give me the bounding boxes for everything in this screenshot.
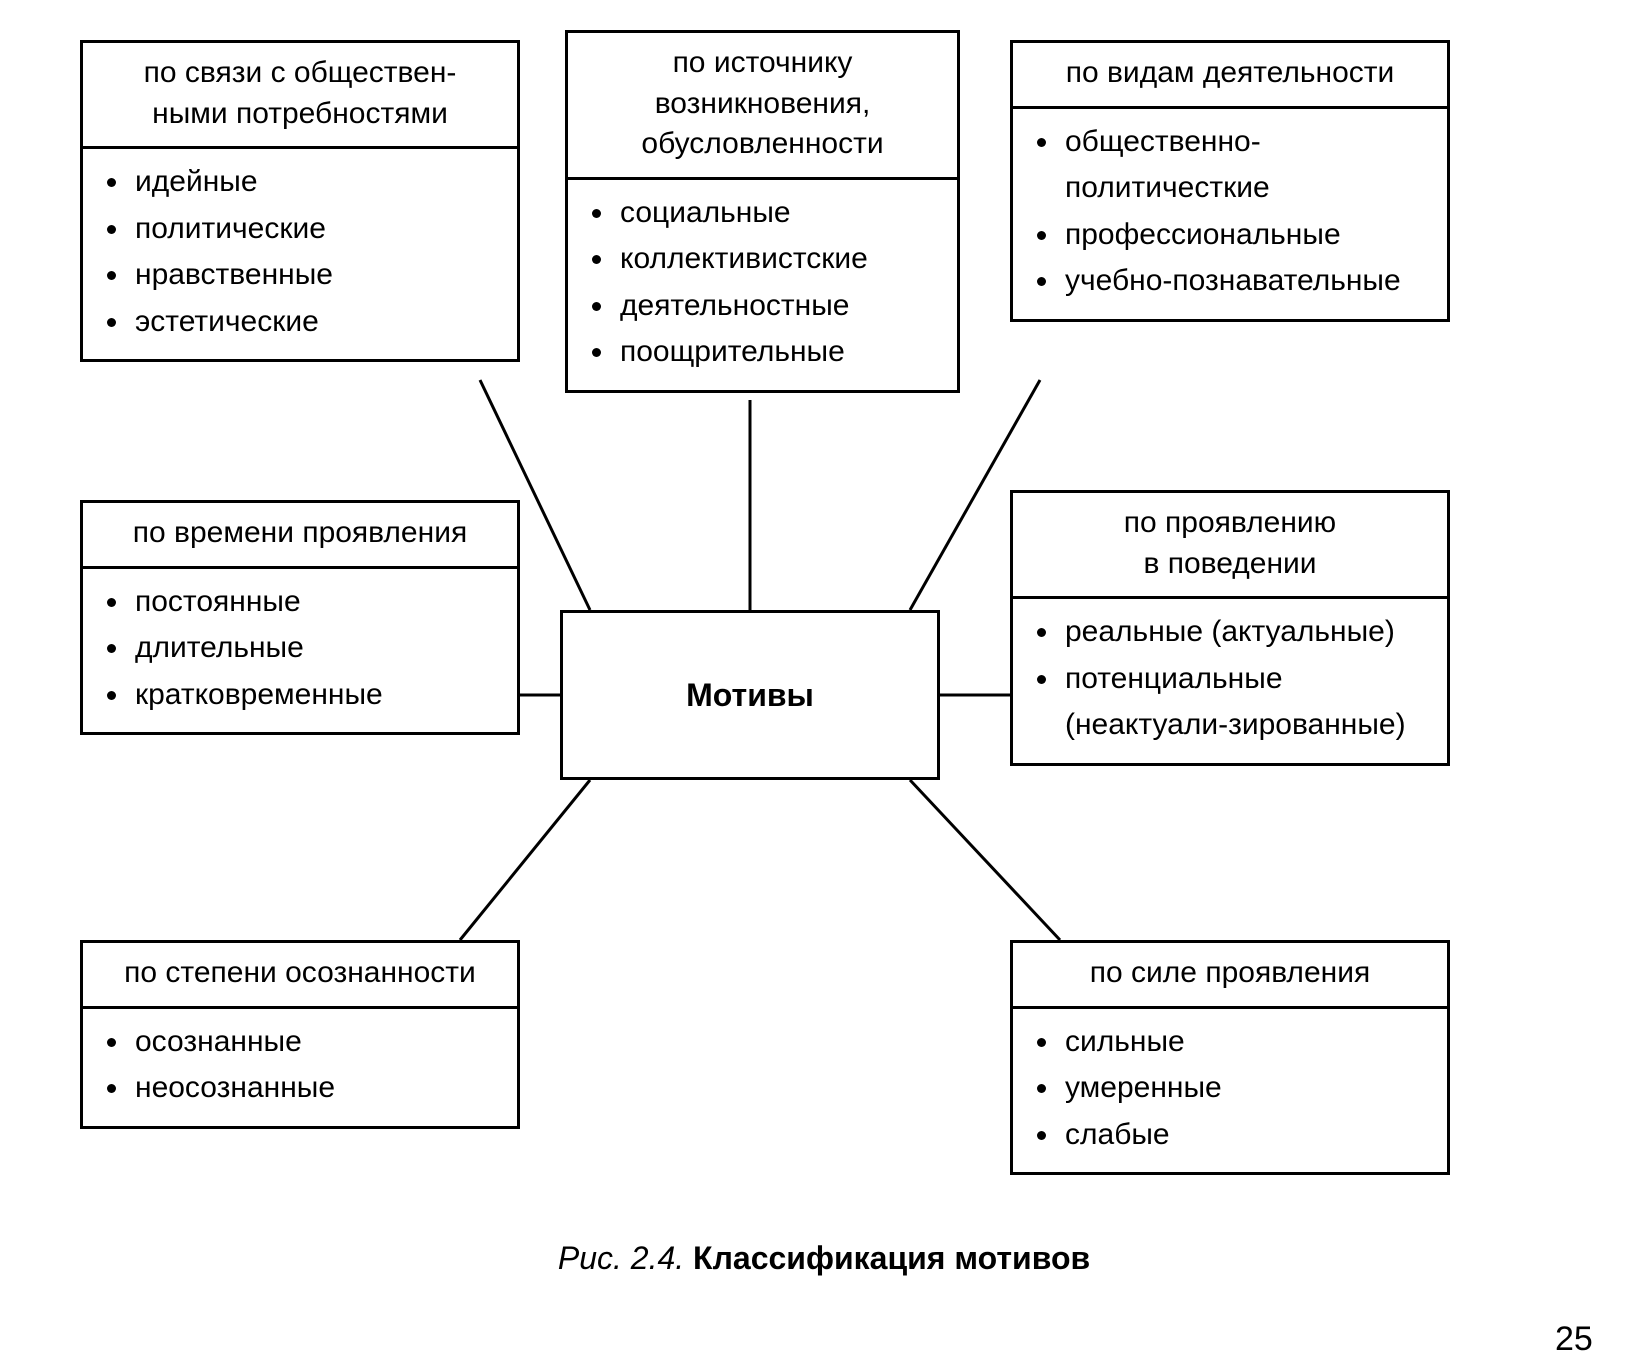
node-n7: по силе проявлениясильныеумеренныеслабые — [1010, 940, 1450, 1175]
node-title: по связи с обществен-ными потребностями — [83, 43, 517, 149]
list-item: общественно-политичесткие — [1061, 119, 1429, 212]
node-items: постоянныедлительныекратковременные — [83, 569, 517, 733]
node-n5: по проявлениюв поведенииреальные (актуал… — [1010, 490, 1450, 766]
node-n2: по источникувозникновения,обусловленност… — [565, 30, 960, 393]
node-n3: по видам деятельностиобщественно-политич… — [1010, 40, 1450, 322]
node-n1: по связи с обществен-ными потребностямии… — [80, 40, 520, 362]
list-item: нравственные — [131, 252, 499, 299]
list-item: коллективистские — [616, 236, 939, 283]
list-item: профессиональные — [1061, 212, 1429, 259]
list-item: умеренные — [1061, 1065, 1429, 1112]
list-item: политические — [131, 206, 499, 253]
list-item: учебно-познавательные — [1061, 258, 1429, 305]
list-item: поощрительные — [616, 329, 939, 376]
list-item: сильные — [1061, 1019, 1429, 1066]
node-items: сильныеумеренныеслабые — [1013, 1009, 1447, 1173]
list-item: идейные — [131, 159, 499, 206]
diagram-canvas: Мотивы Рис. 2.4. Классификация мотивов 2… — [0, 0, 1648, 1362]
node-title: по источникувозникновения,обусловленност… — [568, 33, 957, 180]
list-item: слабые — [1061, 1112, 1429, 1159]
center-node: Мотивы — [560, 610, 940, 780]
list-item: кратковременные — [131, 672, 499, 719]
list-item: длительные — [131, 625, 499, 672]
list-item: постоянные — [131, 579, 499, 626]
node-n4: по времени проявленияпостоянныедлительны… — [80, 500, 520, 735]
connector-line — [910, 780, 1060, 940]
node-title: по проявлениюв поведении — [1013, 493, 1447, 599]
figure-number: Рис. 2.4. — [558, 1240, 684, 1276]
list-item: реальные (актуальные) — [1061, 609, 1429, 656]
list-item: осознанные — [131, 1019, 499, 1066]
node-n6: по степени осознанностиосознанныенеосозн… — [80, 940, 520, 1129]
node-title: по видам деятельности — [1013, 43, 1447, 109]
connector-line — [460, 780, 590, 940]
node-title: по степени осознанности — [83, 943, 517, 1009]
center-label: Мотивы — [686, 677, 814, 714]
node-items: реальные (актуальные)потенциальные (неак… — [1013, 599, 1447, 763]
node-items: осознанныенеосознанные — [83, 1009, 517, 1126]
node-items: идейныеполитическиенравственныеэстетичес… — [83, 149, 517, 359]
page-number: 25 — [1555, 1320, 1593, 1359]
list-item: деятельностные — [616, 283, 939, 330]
list-item: эстетические — [131, 299, 499, 346]
node-items: общественно-политичесткиепрофессиональны… — [1013, 109, 1447, 319]
node-items: социальныеколлективистскиедеятельностные… — [568, 180, 957, 390]
figure-caption: Рис. 2.4. Классификация мотивов — [0, 1240, 1648, 1277]
figure-title: Классификация мотивов — [693, 1240, 1090, 1276]
list-item: потенциальные (неактуали-зированные) — [1061, 656, 1429, 749]
node-title: по времени проявления — [83, 503, 517, 569]
list-item: неосознанные — [131, 1065, 499, 1112]
list-item: социальные — [616, 190, 939, 237]
node-title: по силе проявления — [1013, 943, 1447, 1009]
